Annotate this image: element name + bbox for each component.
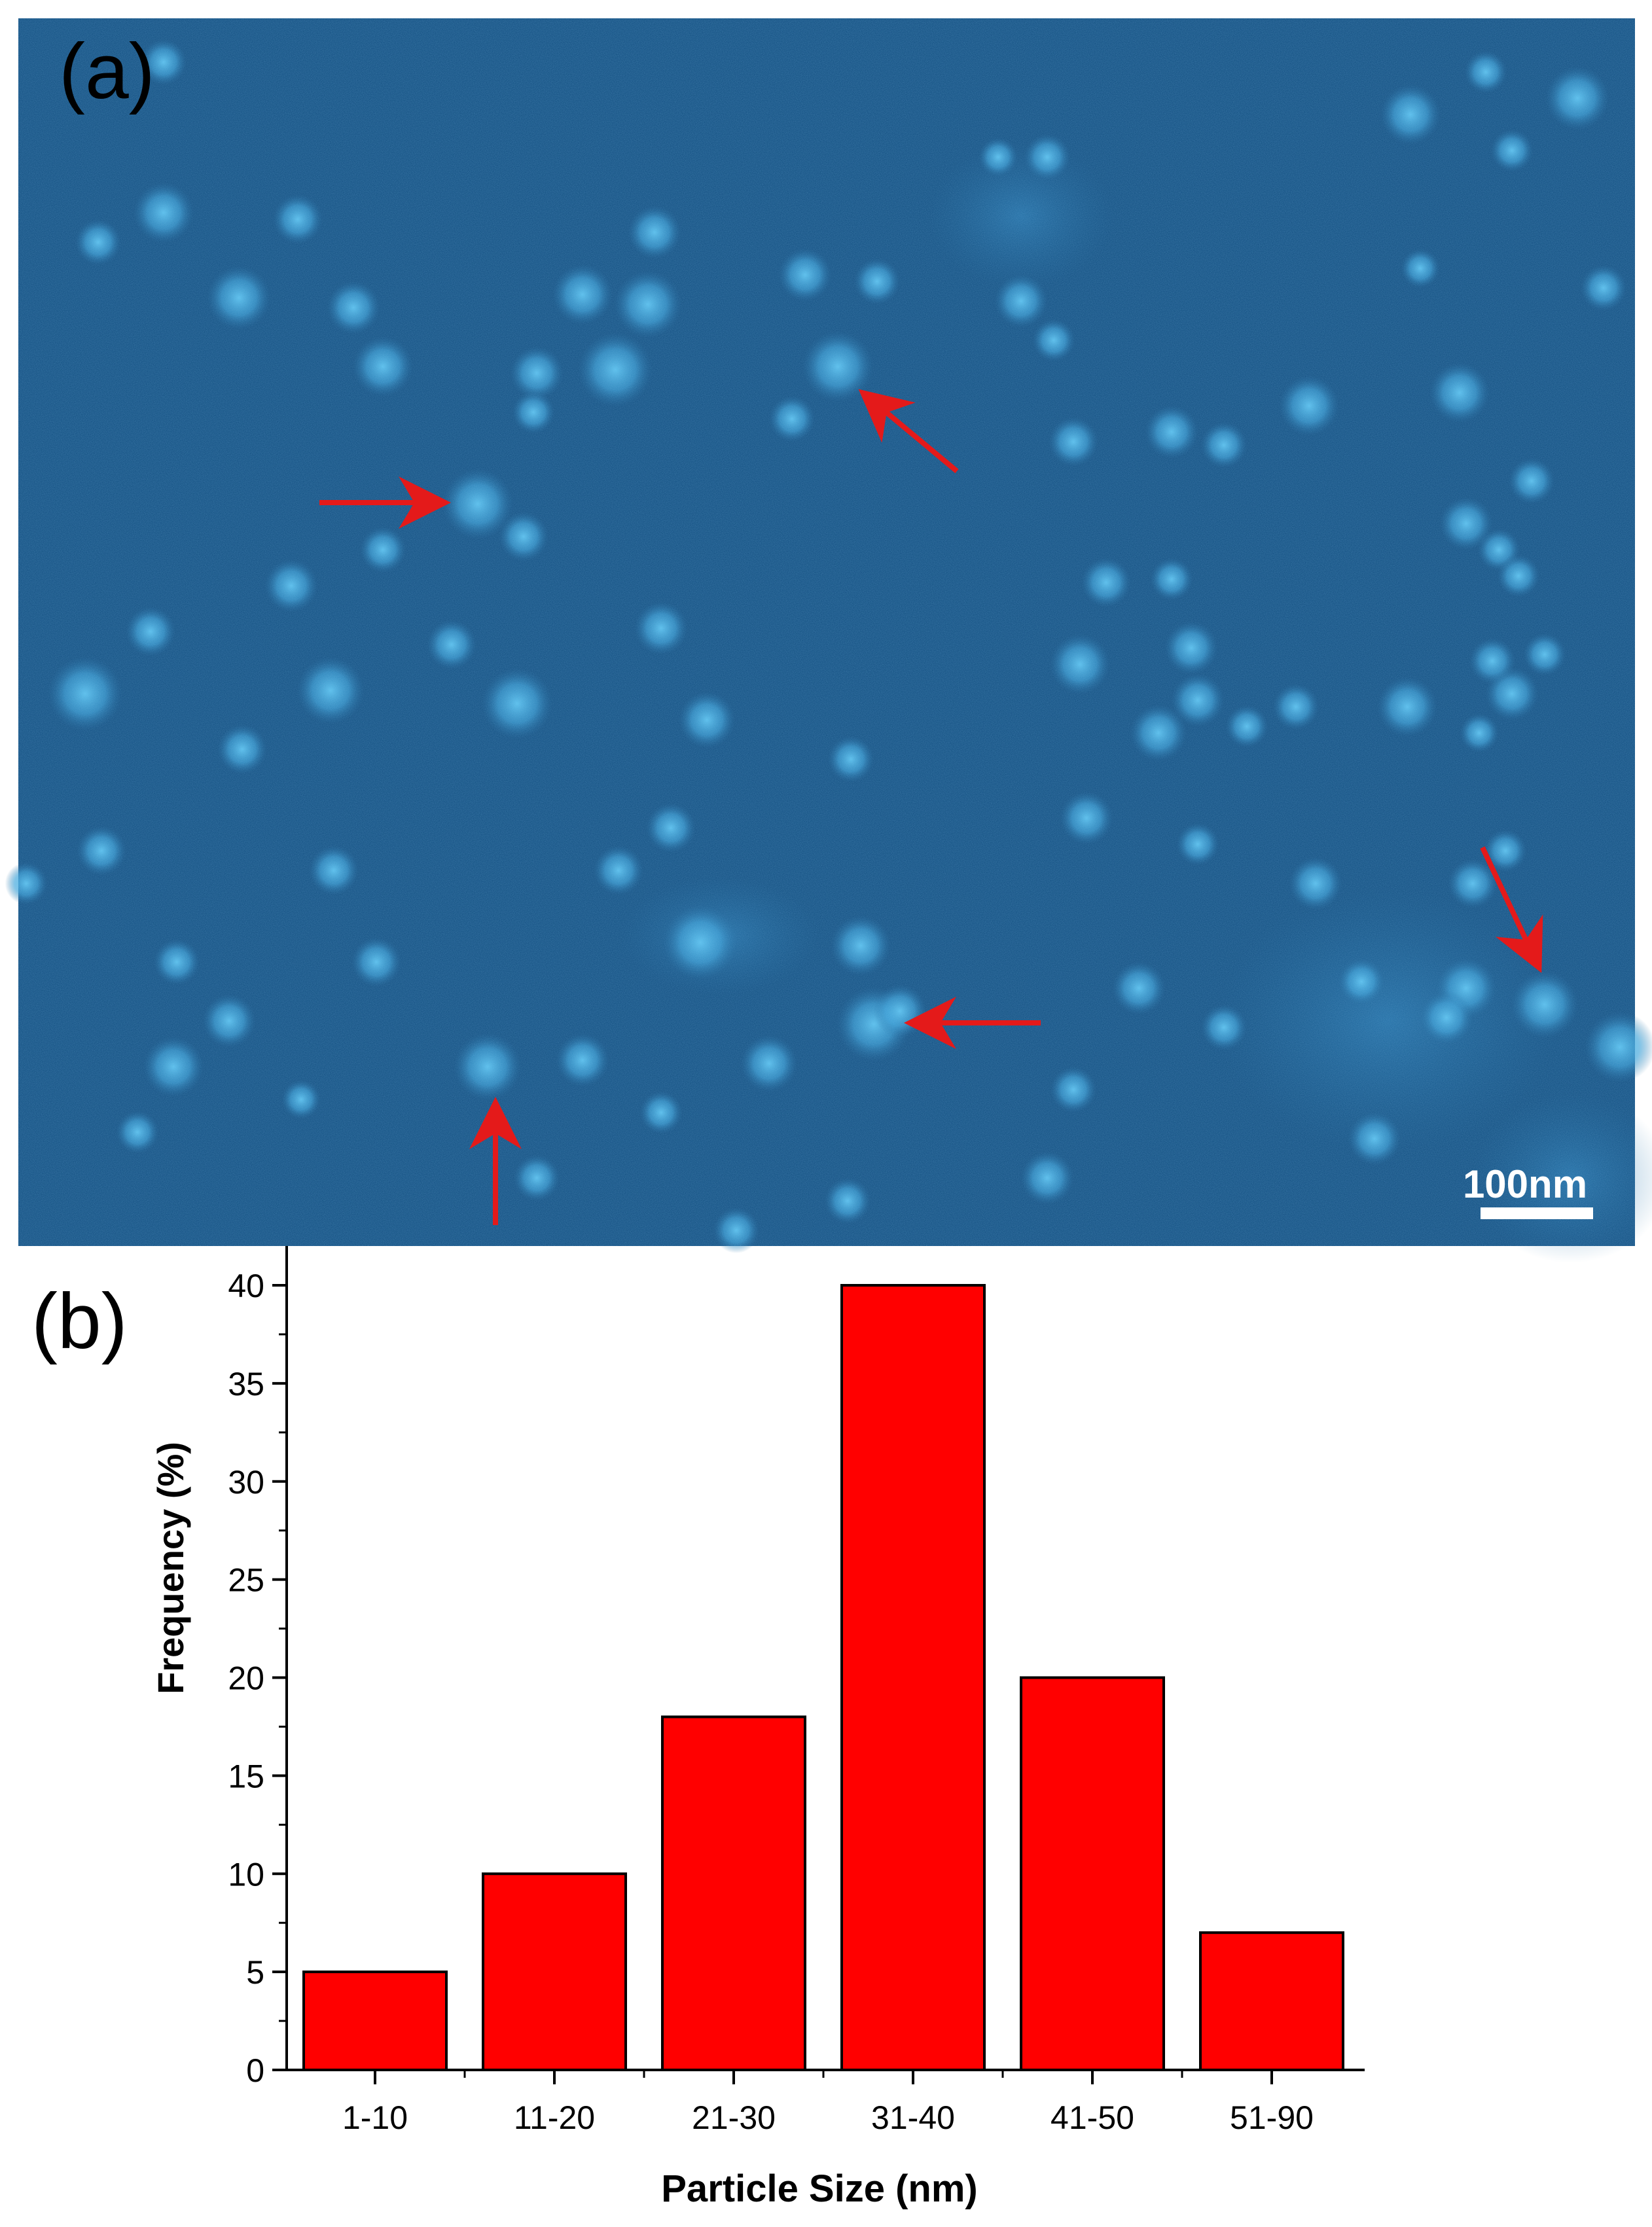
scale-bar (1481, 1207, 1593, 1219)
x-tick-label: 1-10 (342, 2099, 408, 2136)
y-tick-label: 40 (228, 1268, 264, 1304)
x-axis-ticks: 1-10 11-20 21-30 31-40 41-50 51-90 (342, 2070, 1314, 2136)
x-tick-label: 21-30 (692, 2099, 776, 2136)
pointer-arrows (319, 389, 1543, 1225)
x-tick-label: 51-90 (1230, 2099, 1314, 2136)
x-tick-label: 11-20 (514, 2099, 595, 2136)
panel-label-b: (b) (31, 1277, 128, 1365)
x-axis-title: Particle Size (nm) (661, 2167, 977, 2210)
y-tick-label: 0 (246, 2052, 264, 2089)
bar-11-20 (482, 1872, 627, 2071)
panel-label-a: (a) (59, 27, 155, 115)
bar-31-40 (840, 1284, 986, 2071)
y-axis-ticks: 0 5 10 15 20 25 30 35 40 (228, 1268, 287, 2089)
histogram-chart: (b) 0 5 10 15 20 25 30 35 40 1-10 11-20 21-30 31-40… (31, 1246, 1365, 2210)
bar-1-10 (302, 1970, 448, 2071)
pointer-arrow (858, 389, 959, 474)
y-tick-label: 5 (246, 1954, 264, 1991)
y-tick-label: 35 (228, 1366, 264, 1402)
y-tick-label: 20 (228, 1660, 264, 1697)
x-tick-label: 41-50 (1050, 2099, 1134, 2136)
y-tick-label: 25 (228, 1562, 264, 1599)
y-axis-title: Frequency (%) (150, 1442, 191, 1694)
x-tick-label: 31-40 (871, 2099, 955, 2136)
bar-41-50 (1020, 1676, 1165, 2071)
bar-21-30 (661, 1715, 806, 2071)
pointer-arrow (1480, 846, 1543, 973)
bars (302, 1284, 1344, 2072)
micrograph-noise (18, 18, 1635, 1246)
scale-bar-label: 100nm (1463, 1162, 1587, 1206)
y-tick-label: 10 (228, 1856, 264, 1893)
bar-51-90 (1199, 1931, 1344, 2072)
y-tick-label: 30 (228, 1464, 264, 1501)
y-tick-label: 15 (228, 1758, 264, 1794)
micrograph-panel: (a) 100nm (5, 18, 1652, 1263)
